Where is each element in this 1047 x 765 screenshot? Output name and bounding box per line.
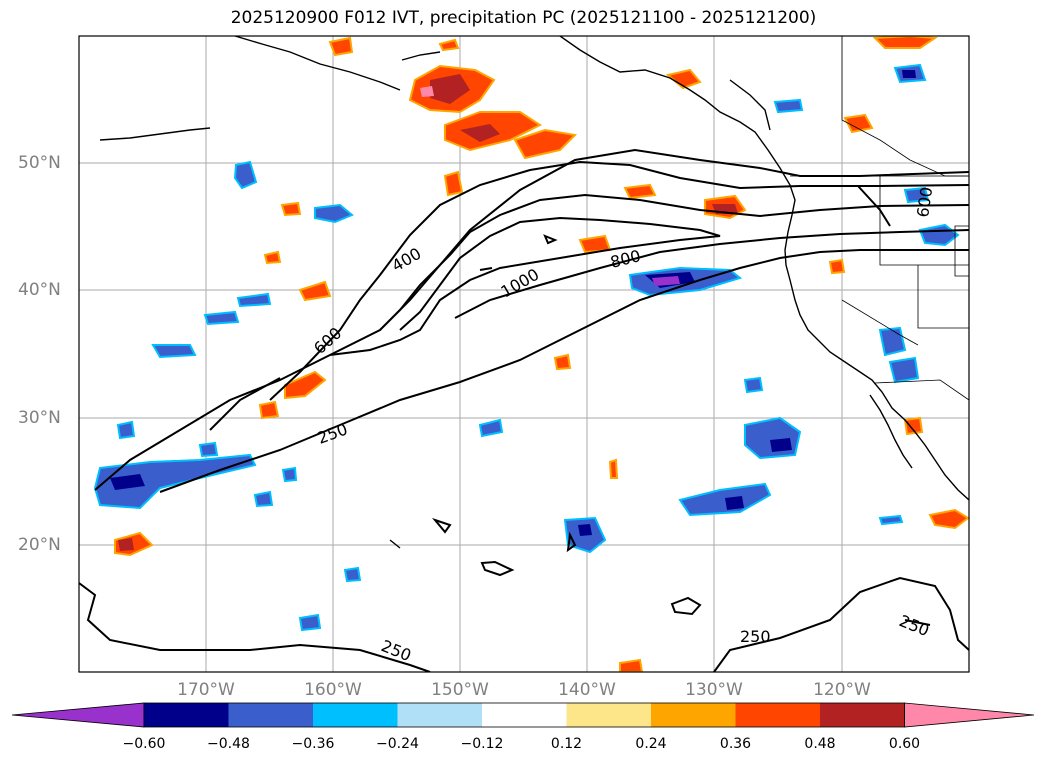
colorbar-outline: [143, 702, 905, 728]
colorbar: [11, 702, 1035, 728]
colorbar-swatch: [820, 703, 905, 727]
map-title: 2025120900 F012 IVT, precipitation PC (2…: [230, 8, 817, 28]
lat-label: 20°N: [18, 535, 61, 555]
colorbar-tick-label: 0.12: [550, 736, 583, 752]
lat-label: 30°N: [18, 408, 61, 428]
lat-label: 50°N: [18, 153, 61, 173]
lon-label: 130°W: [685, 680, 743, 700]
precip-positive-patches: [114, 36, 969, 672]
colorbar-tick-label: −0.24: [376, 736, 419, 752]
colorbar-extend-low: [11, 702, 145, 728]
colorbar-swatch: [144, 703, 229, 727]
colorbar-extend-high: [904, 702, 1035, 728]
lon-label: 140°W: [558, 680, 616, 700]
colorbar-tick-label: −0.60: [122, 736, 166, 752]
colorbar-swatch: [482, 703, 567, 727]
colorbar-tick-label: −0.12: [460, 736, 504, 752]
colorbar-swatch: [651, 703, 736, 727]
colorbar-tick-label: 0.36: [719, 736, 752, 752]
colorbar-tick-label: −0.48: [207, 736, 250, 752]
colorbar-swatch: [735, 703, 820, 727]
colorbar-tick-label: 0.48: [804, 736, 836, 752]
ivt-contours: [79, 148, 969, 672]
colorbar-swatch: [397, 703, 482, 727]
coastlines: [99, 36, 969, 549]
colorbar-tick-label: 0.24: [635, 736, 667, 752]
colorbar-swatch: [566, 703, 651, 727]
colorbar-swatch: [228, 703, 313, 727]
lon-label: 170°W: [177, 680, 235, 700]
lon-label: 120°W: [813, 680, 871, 700]
lon-label: 150°W: [431, 680, 489, 700]
colorbar-tick-label: −0.36: [291, 736, 335, 752]
precip-negative-patches: [93, 63, 960, 632]
lon-label: 160°W: [304, 680, 362, 700]
colorbar-tick-label: 0.60: [888, 736, 921, 752]
plot-frame: [78, 35, 970, 673]
lat-label: 40°N: [18, 280, 61, 300]
contour-label: 600: [913, 186, 936, 219]
contour-label: 250: [740, 627, 771, 646]
colorbar-swatch: [313, 703, 398, 727]
